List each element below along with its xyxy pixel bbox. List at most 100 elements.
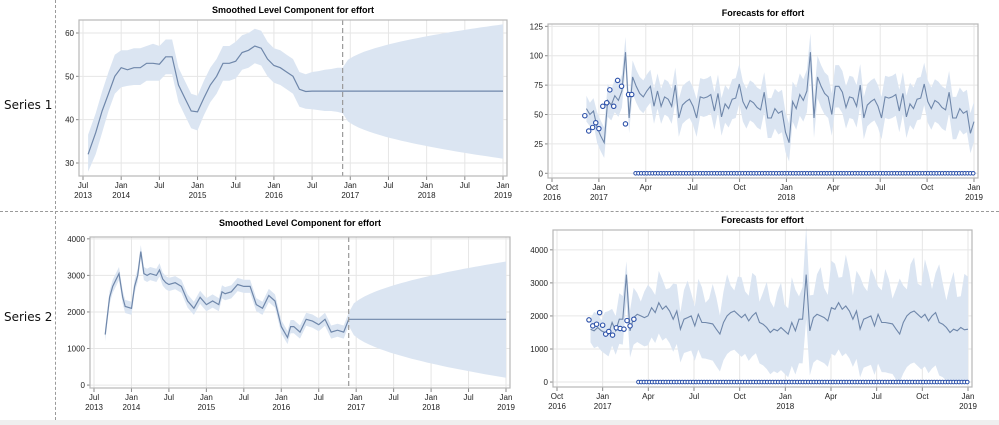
confidence-band — [590, 225, 968, 382]
y-tick-label: 1000 — [67, 345, 85, 354]
x-tick-label: Oct — [916, 392, 929, 401]
x-tick-label: Jul — [875, 183, 885, 192]
y-tick-label: 75 — [534, 81, 543, 90]
x-tick-label: Jan — [115, 181, 128, 190]
x-tick-year-label: 2016 — [272, 403, 290, 412]
plot-frame — [552, 229, 973, 388]
observed-point — [586, 317, 592, 323]
x-tick-label: Jan — [592, 183, 605, 192]
x-tick-label: Apr — [640, 183, 653, 192]
y-tick-label: 2000 — [530, 312, 548, 321]
observed-point — [621, 326, 627, 332]
y-tick-label: 3000 — [67, 271, 85, 280]
x-tick-year-label: 2017 — [594, 402, 612, 411]
x-tick-label: Jul — [872, 392, 882, 401]
x-tick-year-label: 2019 — [497, 403, 515, 412]
observed-point — [589, 124, 596, 131]
confidence-band — [586, 33, 974, 162]
observed-point — [600, 103, 606, 110]
observed-point — [585, 128, 592, 134]
plot-frame — [78, 19, 508, 177]
x-tick-year-label: 2016 — [265, 191, 283, 200]
y-tick-label: 0 — [539, 169, 544, 178]
x-tick-label: Jan — [200, 393, 213, 402]
x-tick-year-label: 2014 — [123, 403, 141, 412]
y-tick-label: 125 — [530, 22, 544, 31]
y-tick-label: 3000 — [530, 279, 548, 288]
y-tick-label: 0 — [81, 381, 86, 390]
observed-point — [628, 91, 635, 98]
x-tick-label: Oct — [546, 183, 559, 192]
y-tick-label: 4000 — [67, 235, 85, 244]
x-tick-label: Jan — [497, 181, 510, 190]
x-tick-label: Jan — [191, 181, 204, 190]
x-tick-label: Apr — [827, 183, 840, 192]
x-tick-label: Apr — [642, 392, 655, 401]
plot-frame — [89, 236, 511, 389]
x-tick-label: Jan — [779, 392, 792, 401]
x-tick-label: Oct — [733, 183, 746, 192]
x-tick-label: Jul — [314, 393, 324, 402]
x-tick-label: Oct — [733, 392, 746, 401]
x-tick-label: Jul — [463, 393, 473, 402]
x-tick-label: Jan — [350, 393, 363, 402]
x-tick-year-label: 2015 — [189, 191, 207, 200]
chart-title: Smoothed Level Component for effort — [212, 5, 374, 15]
y-tick-label: 2000 — [67, 308, 85, 317]
x-tick-label: Oct — [551, 392, 564, 401]
observed-point — [593, 119, 599, 126]
x-tick-label: Jul — [307, 181, 317, 190]
x-tick-year-label: 2018 — [418, 191, 436, 200]
x-tick-year-label: 2017 — [590, 193, 608, 202]
x-tick-year-label: 2018 — [776, 402, 794, 411]
forecast-line — [590, 274, 969, 336]
confidence-band — [105, 245, 506, 378]
row-label-series-1: Series 1 — [4, 98, 53, 112]
x-tick-year-label: 2015 — [197, 403, 215, 412]
level-line — [104, 251, 506, 340]
y-tick-label: 40 — [65, 116, 74, 125]
vertical-divider — [55, 0, 56, 425]
x-tick-year-label: 2017 — [347, 403, 365, 412]
x-tick-label: Jul — [383, 181, 393, 190]
chart-title: Smoothed Level Component for effort — [219, 218, 381, 228]
x-tick-year-label: 2013 — [85, 403, 103, 412]
x-tick-year-label: 2018 — [778, 193, 796, 202]
observed-point — [627, 323, 633, 329]
y-tick-label: 100 — [530, 52, 544, 61]
zero-point — [970, 170, 976, 176]
bottom-scroll-strip — [0, 420, 999, 425]
y-tick-label: 1000 — [530, 345, 548, 354]
chart-series2-level: Smoothed Level Component for effort 0 1000… — [67, 218, 515, 412]
x-tick-label: Jan — [962, 392, 975, 401]
x-tick-label: Jan — [968, 183, 981, 192]
observed-point — [593, 321, 600, 327]
x-tick-year-label: 2018 — [422, 403, 440, 412]
observed-point — [624, 317, 630, 324]
observed-point — [599, 322, 606, 328]
x-tick-year-label: 2016 — [543, 193, 561, 202]
chart-series1-level: Smoothed Level Component for effort 30 40 5… — [65, 5, 512, 200]
zero-point — [964, 379, 970, 385]
x-tick-label: Oct — [921, 183, 934, 192]
x-tick-year-label: 2019 — [965, 193, 983, 202]
x-tick-year-label: 2016 — [548, 402, 566, 411]
level-line — [87, 45, 503, 155]
x-tick-label: Jul — [154, 181, 164, 190]
x-tick-label: Jan — [267, 181, 280, 190]
chart-series2-forecast: Forecasts for effort 0 1000 2000 3000 4000 Oct… — [530, 215, 977, 411]
x-tick-year-label: 2014 — [112, 191, 130, 200]
y-tick-label: 50 — [65, 72, 74, 81]
x-tick-label: Jan — [125, 393, 138, 402]
observed-point — [622, 121, 629, 127]
x-tick-label: Jul — [689, 392, 699, 401]
observed-point — [606, 328, 612, 335]
x-tick-label: Jan — [275, 393, 288, 402]
y-tick-label: 30 — [65, 159, 74, 168]
y-tick-label: 0 — [544, 378, 549, 387]
x-tick-label: Jan — [780, 183, 793, 192]
observed-point — [603, 100, 610, 106]
observed-point — [610, 103, 617, 110]
x-tick-label: Jul — [389, 393, 399, 402]
x-tick-year-label: 2019 — [959, 402, 977, 411]
